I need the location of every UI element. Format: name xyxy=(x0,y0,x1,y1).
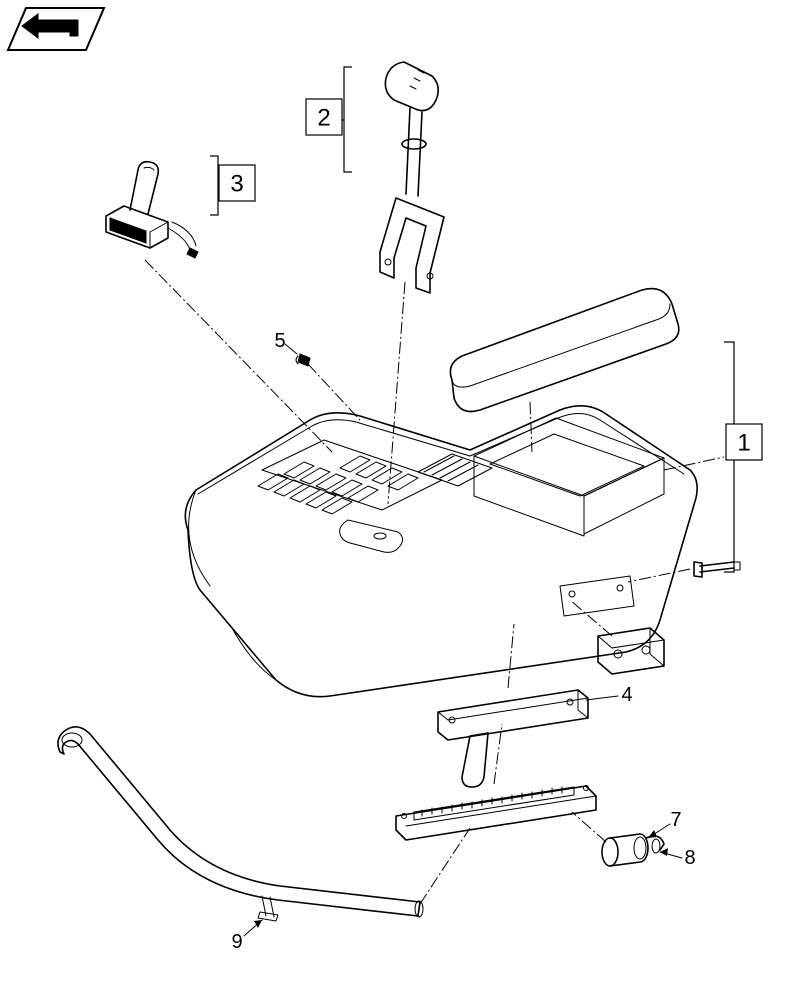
callout-3: 3 xyxy=(219,165,255,201)
callout-2: 2 xyxy=(306,99,342,135)
part-armrest-pad xyxy=(450,289,678,412)
part-duct-tube xyxy=(58,727,423,917)
part-console-assembly xyxy=(185,406,697,697)
part-mount-bolt xyxy=(694,562,740,577)
callout-4-label: 4 xyxy=(621,684,632,706)
callout-2-label: 2 xyxy=(317,105,330,132)
assembly-leaders xyxy=(145,260,724,904)
callout-7-label: 7 xyxy=(670,809,681,831)
part-control-lever xyxy=(380,62,444,293)
part-outlet-socket xyxy=(602,834,648,866)
callout-5-label: 5 xyxy=(274,330,285,352)
exploded-diagram: 2 3 5 xyxy=(0,0,812,1000)
callout-1: 1 xyxy=(726,424,762,460)
return-icon[interactable] xyxy=(8,8,104,50)
part-shift-lever-switch xyxy=(106,162,198,258)
part-floor-duct-plate xyxy=(396,786,596,841)
part-cover-plate xyxy=(438,690,588,787)
callout-3-label: 3 xyxy=(230,171,243,198)
switch-panel xyxy=(258,440,442,552)
callout-8-label: 8 xyxy=(684,847,695,869)
callout-9-label: 9 xyxy=(231,931,242,953)
callout-1-label: 1 xyxy=(737,430,750,457)
part-outlet-cap xyxy=(646,836,664,853)
